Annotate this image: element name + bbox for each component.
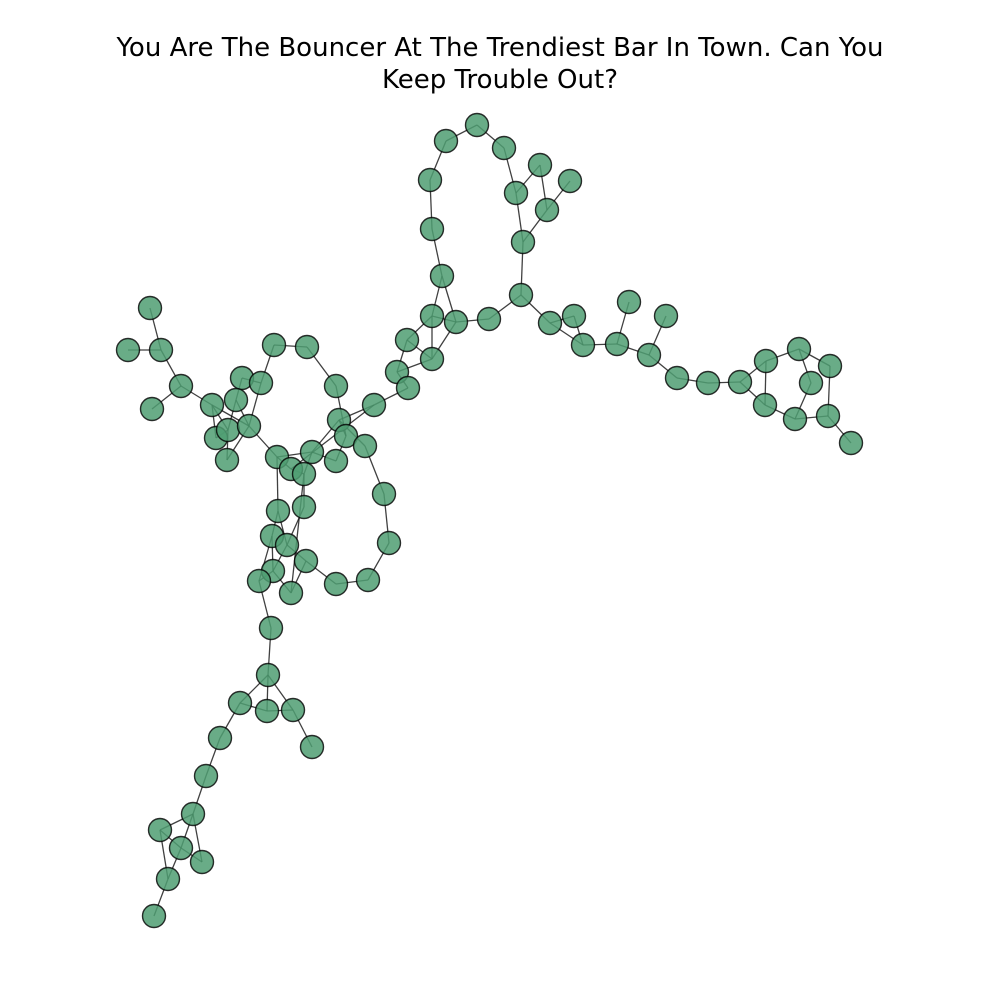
graph-node bbox=[352, 433, 378, 459]
graph-node bbox=[261, 332, 287, 358]
graph-node bbox=[464, 112, 490, 138]
graph-node bbox=[333, 423, 359, 449]
graph-node bbox=[246, 568, 272, 594]
graph-node bbox=[570, 332, 596, 358]
figure-title-line-1: You Are The Bouncer At The Trendiest Bar… bbox=[116, 33, 884, 63]
graph-node bbox=[293, 548, 319, 574]
graph-node bbox=[557, 168, 583, 194]
figure-title: You Are The Bouncer At The Trendiest Bar… bbox=[0, 32, 1000, 96]
graph-node bbox=[323, 571, 349, 597]
graph-node bbox=[636, 342, 662, 368]
graph-node bbox=[752, 392, 778, 418]
graph-node bbox=[148, 337, 174, 363]
graph-node bbox=[534, 197, 560, 223]
graph-node bbox=[838, 430, 864, 456]
graph-node bbox=[199, 392, 225, 418]
graph-edge bbox=[290, 473, 305, 594]
graph-node bbox=[419, 303, 445, 329]
graph-node bbox=[395, 375, 421, 401]
graph-node bbox=[664, 365, 690, 391]
graph-node bbox=[236, 413, 262, 439]
graph-node bbox=[695, 370, 721, 396]
graph-node bbox=[616, 289, 642, 315]
graph-node bbox=[139, 396, 165, 422]
edge-layer bbox=[128, 124, 852, 917]
graph-node bbox=[223, 387, 249, 413]
graph-node bbox=[753, 348, 779, 374]
graph-node bbox=[168, 373, 194, 399]
graph-node bbox=[115, 337, 141, 363]
graph-node bbox=[371, 481, 397, 507]
node-layer bbox=[115, 112, 864, 929]
graph-node bbox=[537, 310, 563, 336]
graph-node bbox=[189, 849, 215, 875]
graph-node bbox=[419, 216, 445, 242]
graph-node bbox=[323, 373, 349, 399]
graph-node bbox=[193, 763, 219, 789]
graph-node bbox=[817, 353, 843, 379]
graph-node bbox=[503, 180, 529, 206]
graph-node bbox=[141, 903, 167, 929]
graph-node bbox=[291, 494, 317, 520]
graph-node bbox=[214, 447, 240, 473]
figure-title-line-2: Keep Trouble Out? bbox=[381, 65, 618, 95]
graph-node bbox=[207, 725, 233, 751]
graph-node bbox=[782, 406, 808, 432]
graph-node bbox=[786, 336, 812, 362]
graph-node bbox=[491, 135, 517, 161]
graph-node bbox=[727, 369, 753, 395]
graph-node bbox=[258, 615, 284, 641]
graph-node bbox=[653, 303, 679, 329]
graph-node bbox=[376, 530, 402, 556]
graph-node bbox=[561, 303, 587, 329]
graph-node bbox=[510, 229, 536, 255]
graph-node bbox=[508, 282, 534, 308]
graph-node bbox=[255, 662, 281, 688]
graph-node bbox=[137, 295, 163, 321]
graph-node bbox=[527, 152, 553, 178]
graph-node bbox=[180, 801, 206, 827]
graph-node bbox=[419, 346, 445, 372]
graph-node bbox=[417, 167, 443, 193]
graph-node bbox=[355, 567, 381, 593]
graph-node bbox=[280, 697, 306, 723]
graph-node bbox=[168, 835, 194, 861]
graph-node bbox=[215, 417, 241, 443]
graph-node bbox=[274, 532, 300, 558]
graph-node bbox=[299, 439, 325, 465]
graph-node bbox=[443, 309, 469, 335]
graph-node bbox=[248, 370, 274, 396]
graph-node bbox=[604, 331, 630, 357]
graph-node bbox=[361, 392, 387, 418]
graph-node bbox=[227, 690, 253, 716]
graph-node bbox=[394, 327, 420, 353]
graph-node bbox=[147, 817, 173, 843]
graph-node bbox=[294, 334, 320, 360]
graph-node bbox=[265, 498, 291, 524]
graph-node bbox=[254, 698, 280, 724]
graph-node bbox=[429, 263, 455, 289]
graph-node bbox=[798, 370, 824, 396]
graph-node bbox=[278, 580, 304, 606]
graph-node bbox=[299, 734, 325, 760]
graph-node bbox=[155, 866, 181, 892]
graph-node bbox=[815, 403, 841, 429]
graph-node bbox=[476, 306, 502, 332]
graph-node bbox=[323, 448, 349, 474]
graph-node bbox=[433, 128, 459, 154]
graph-node bbox=[291, 461, 317, 487]
